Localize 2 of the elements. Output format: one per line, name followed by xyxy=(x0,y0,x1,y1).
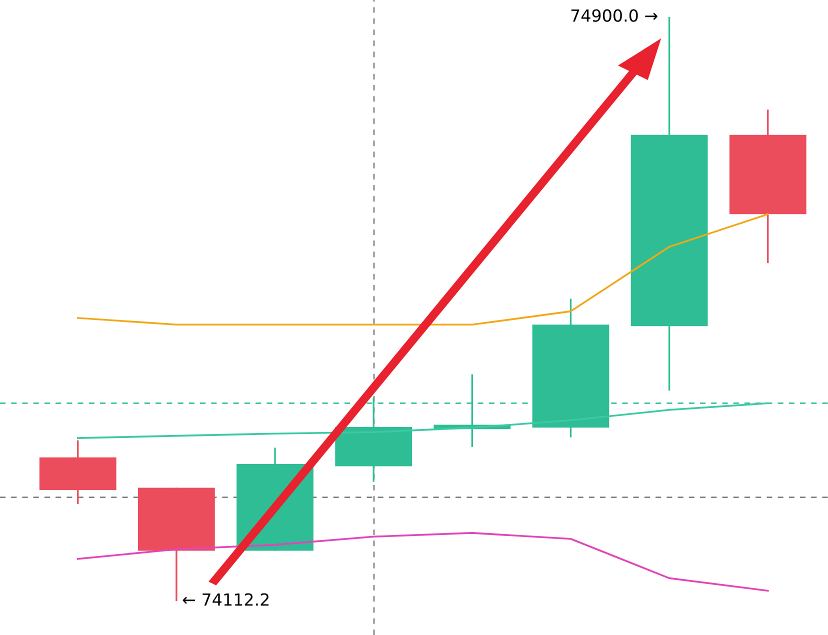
annotation: ← 74112.2 xyxy=(182,593,269,606)
annotation: 74900.0 → xyxy=(571,9,658,22)
